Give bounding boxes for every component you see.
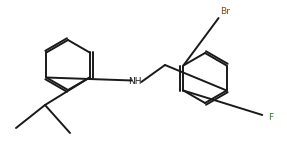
Text: F: F: [268, 114, 273, 123]
Text: NH: NH: [128, 78, 142, 86]
Text: Br: Br: [220, 7, 230, 17]
